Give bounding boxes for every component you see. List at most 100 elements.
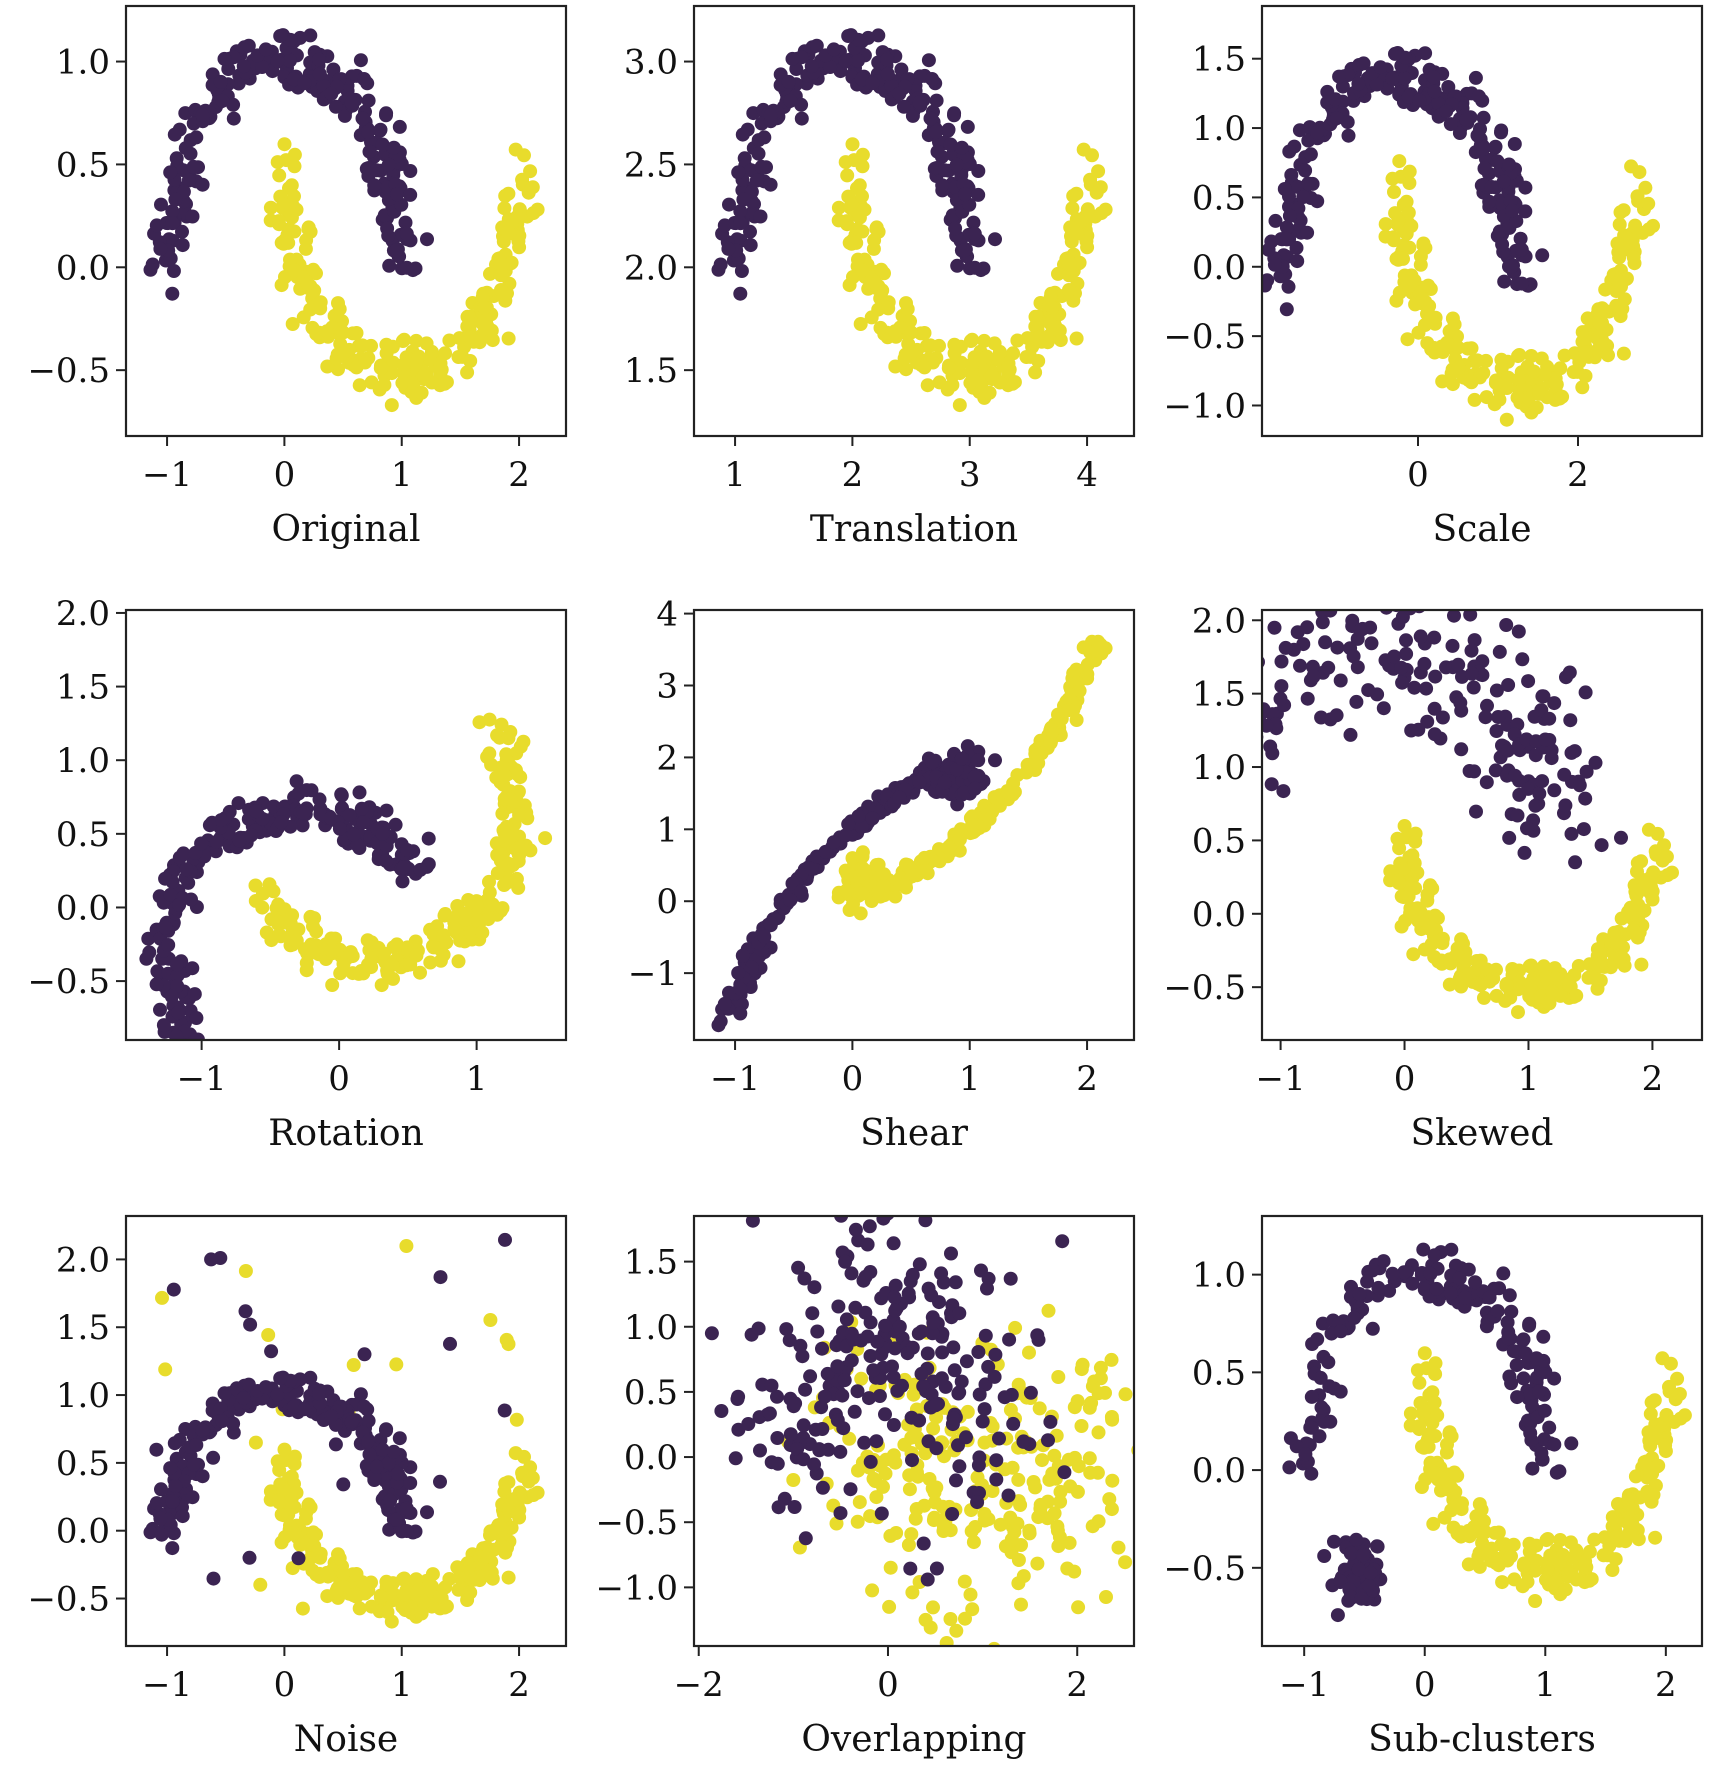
point-class-1 — [1404, 219, 1419, 233]
point-class-1 — [439, 935, 454, 950]
point-class-1 — [1540, 1532, 1555, 1546]
point-class-0 — [1023, 1385, 1038, 1400]
point-class-1 — [840, 884, 855, 899]
point-class-0 — [1310, 194, 1325, 209]
point-class-1 — [1596, 1548, 1611, 1563]
point-class-1 — [1104, 1352, 1119, 1367]
point-class-1 — [965, 818, 979, 833]
point-class-1 — [503, 792, 518, 807]
point-class-1 — [917, 360, 932, 375]
point-class-1 — [876, 1479, 890, 1494]
point-class-0 — [1003, 1271, 1018, 1286]
point-class-1 — [510, 767, 525, 781]
point-class-1 — [1060, 1561, 1075, 1576]
point-class-1 — [287, 147, 302, 162]
point-class-0 — [189, 130, 204, 145]
point-class-1 — [1523, 975, 1538, 990]
point-class-1 — [1593, 973, 1608, 988]
point-class-0 — [878, 1407, 892, 1422]
point-class-0 — [169, 1029, 184, 1040]
point-class-0 — [783, 93, 798, 108]
point-class-0 — [1192, 792, 1206, 806]
point-class-0 — [1453, 695, 1468, 710]
point-class-1 — [303, 1551, 318, 1566]
x-tick-label: −1 — [177, 1059, 227, 1099]
panel-label: Original — [272, 509, 421, 550]
scatter-points — [711, 634, 1113, 1033]
point-class-0 — [971, 187, 986, 202]
point-class-1 — [855, 263, 870, 278]
axes-frame — [1260, 1214, 1704, 1648]
point-class-1 — [1658, 1438, 1673, 1453]
y-tick-label: −1.0 — [595, 1568, 678, 1608]
point-class-0 — [1283, 1431, 1298, 1446]
point-class-0 — [443, 1336, 457, 1351]
point-class-0 — [1476, 110, 1491, 125]
point-class-1 — [889, 1526, 904, 1540]
point-class-0 — [1376, 701, 1391, 716]
point-class-1 — [425, 1567, 440, 1582]
point-class-1 — [1051, 1370, 1066, 1384]
point-class-1 — [1396, 861, 1411, 876]
point-class-1 — [1032, 1401, 1047, 1416]
point-class-0 — [1181, 880, 1195, 894]
point-class-0 — [1349, 1532, 1364, 1547]
point-class-1 — [1497, 1537, 1512, 1552]
point-class-1 — [526, 1488, 541, 1502]
point-class-1 — [1424, 937, 1439, 951]
point-class-1 — [1011, 1553, 1026, 1567]
point-class-0 — [900, 1346, 915, 1361]
point-class-1 — [277, 1442, 292, 1457]
point-class-0 — [255, 60, 270, 74]
point-class-0 — [1578, 791, 1593, 806]
point-class-1 — [1512, 348, 1527, 362]
point-class-0 — [184, 892, 198, 907]
point-class-0 — [1429, 1281, 1444, 1296]
point-class-1 — [1473, 953, 1488, 968]
scatter-points — [139, 712, 553, 1040]
point-class-0 — [324, 86, 339, 101]
point-class-1 — [497, 201, 512, 216]
point-class-1 — [1133, 1291, 1134, 1298]
axes-frame — [692, 1214, 1136, 1648]
point-class-1 — [1644, 1395, 1659, 1410]
point-class-1 — [1069, 331, 1084, 346]
point-class-1 — [1442, 952, 1457, 967]
point-class-0 — [274, 815, 289, 830]
point-class-1 — [899, 857, 913, 872]
point-class-1 — [1461, 1523, 1476, 1538]
point-class-1 — [1472, 1497, 1487, 1512]
point-class-1 — [386, 355, 401, 370]
point-class-0 — [1552, 1464, 1567, 1479]
point-class-1 — [888, 889, 903, 904]
point-class-0 — [834, 1216, 849, 1223]
axes-frame — [692, 608, 1136, 1042]
point-class-0 — [258, 42, 273, 57]
point-class-1 — [287, 263, 302, 278]
point-class-1 — [1083, 1465, 1098, 1480]
point-class-1 — [422, 351, 437, 366]
point-class-1 — [525, 1470, 540, 1485]
y-tick-label: −0.5 — [595, 1503, 678, 1543]
point-class-0 — [717, 996, 732, 1011]
point-class-0 — [1341, 128, 1356, 143]
point-class-1 — [248, 1435, 263, 1450]
point-class-1 — [1053, 333, 1068, 348]
point-class-0 — [1547, 696, 1562, 711]
point-class-0 — [1332, 69, 1347, 84]
point-class-1 — [1528, 1594, 1543, 1608]
point-class-0 — [810, 1324, 825, 1339]
point-class-0 — [809, 38, 824, 53]
point-class-1 — [349, 326, 364, 340]
point-class-1 — [786, 1473, 801, 1487]
point-class-1 — [1624, 159, 1639, 174]
point-class-0 — [847, 1404, 862, 1419]
point-class-1 — [1592, 316, 1607, 331]
point-class-0 — [798, 1382, 813, 1397]
point-class-1 — [287, 1525, 302, 1540]
point-class-0 — [323, 811, 338, 826]
point-class-0 — [947, 1363, 962, 1378]
point-class-1 — [1515, 1579, 1530, 1594]
point-class-0 — [1482, 1290, 1497, 1305]
